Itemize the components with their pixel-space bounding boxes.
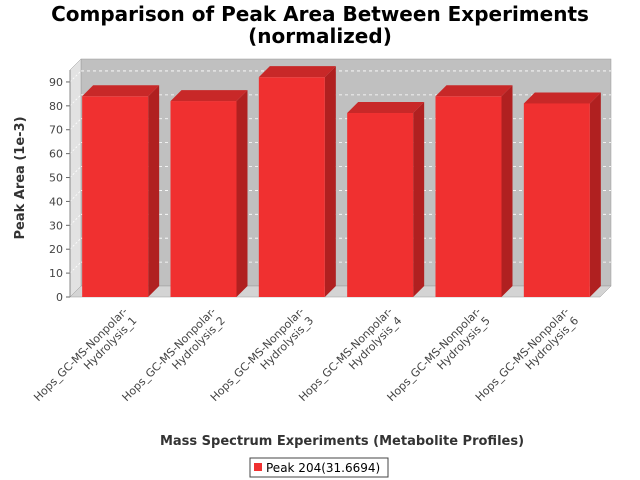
bar-top bbox=[170, 90, 248, 102]
bar-front bbox=[435, 96, 502, 297]
bar-top bbox=[258, 66, 336, 78]
y-axis: 0 10 20 30 40 50 60 70 80 90 bbox=[49, 70, 71, 304]
bar-front bbox=[170, 101, 237, 297]
y-axis-label: Peak Area (1e-3) bbox=[13, 116, 28, 239]
y-tick-label: 30 bbox=[49, 219, 63, 232]
bar-front bbox=[258, 77, 325, 297]
bar-top bbox=[347, 102, 425, 114]
gridlines bbox=[69, 70, 611, 274]
y-tick-label: 80 bbox=[49, 100, 63, 113]
gridline-wall bbox=[69, 190, 82, 202]
bar-side bbox=[589, 92, 601, 297]
bar-side bbox=[413, 102, 425, 297]
bar-top bbox=[523, 92, 601, 104]
bar-side bbox=[501, 85, 513, 297]
y-tick-label: 70 bbox=[49, 124, 63, 137]
bar bbox=[523, 92, 601, 297]
chart-subtitle: (normalized) bbox=[248, 24, 392, 48]
y-tick-label: 0 bbox=[56, 291, 63, 304]
gridline-wall bbox=[69, 237, 82, 250]
y-tick-label: 20 bbox=[49, 243, 63, 256]
legend: Peak 204(31.6694) bbox=[249, 457, 389, 478]
bar-front bbox=[347, 113, 414, 297]
bar bbox=[258, 66, 336, 297]
x-axis-label: Mass Spectrum Experiments (Metabolite Pr… bbox=[160, 434, 524, 449]
bar bbox=[347, 102, 425, 297]
x-tick-label-line: Hops_GC-MS-Nonpolar- bbox=[31, 305, 130, 404]
legend-swatch bbox=[254, 463, 262, 471]
legend-label: Peak 204(31.6694) bbox=[266, 461, 380, 475]
bar bbox=[435, 85, 513, 297]
plot-left-wall bbox=[69, 58, 82, 298]
chart-title: Comparison of Peak Area Between Experime… bbox=[51, 2, 589, 26]
gridline-wall bbox=[69, 166, 82, 178]
bar-top bbox=[435, 85, 513, 97]
plot-back-panel bbox=[80, 58, 612, 287]
legend-box bbox=[249, 457, 389, 478]
bar-side bbox=[324, 66, 336, 297]
bars bbox=[82, 66, 601, 297]
bar-front bbox=[523, 103, 590, 297]
gridline-wall bbox=[69, 70, 82, 83]
y-tick-label: 40 bbox=[49, 195, 63, 208]
bar-side bbox=[148, 85, 160, 297]
gridline-wall bbox=[69, 214, 82, 226]
y-tick-label: 10 bbox=[49, 267, 63, 280]
bar-side bbox=[236, 90, 248, 297]
gridline-wall bbox=[69, 261, 82, 274]
gridline-wall bbox=[69, 142, 82, 154]
gridline-wall bbox=[69, 118, 82, 131]
bar-front bbox=[82, 96, 149, 297]
y-tick-label: 60 bbox=[49, 148, 63, 161]
gridline-wall bbox=[69, 94, 82, 107]
y-tick-label: 50 bbox=[49, 172, 63, 185]
bar bbox=[170, 90, 248, 297]
bar-top bbox=[82, 85, 160, 97]
bar bbox=[82, 85, 160, 297]
x-tick-labels: Hops_GC-MS-Nonpolar-Hydrolysis_1Hops_GC-… bbox=[31, 305, 581, 404]
y-tick-label: 90 bbox=[49, 76, 63, 89]
